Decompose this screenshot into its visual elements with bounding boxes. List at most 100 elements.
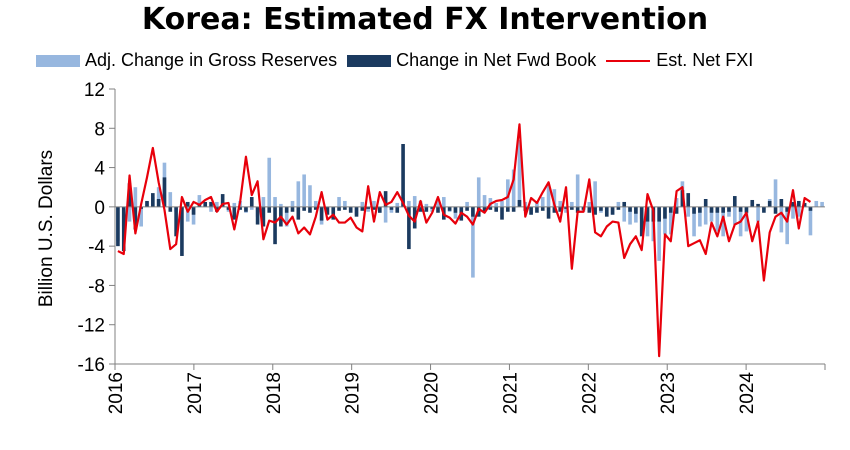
bar-gross-reserves <box>721 206 725 237</box>
bar-net-fwd-book <box>308 206 312 213</box>
bar-net-fwd-book <box>424 206 429 212</box>
bar-net-fwd-book <box>372 206 376 210</box>
bar-net-fwd-book <box>465 206 469 211</box>
bar-net-fwd-book <box>296 206 301 220</box>
x-tick-label: 2022 <box>579 372 600 414</box>
bar-net-fwd-book <box>663 206 667 219</box>
bar-gross-reserves <box>634 206 638 223</box>
bar-gross-reserves <box>139 206 143 227</box>
bar-net-fwd-book <box>703 199 708 207</box>
bar-net-fwd-book <box>302 206 306 211</box>
legend-label-net-fxi: Est. Net FXI <box>656 50 754 70</box>
bar-net-fwd-book <box>715 206 720 213</box>
bar-gross-reserves <box>663 206 667 235</box>
bar-net-fwd-book <box>808 206 813 211</box>
bar-gross-reserves <box>686 206 691 217</box>
bar-net-fwd-book <box>168 206 173 212</box>
bar-net-fwd-book <box>162 177 167 207</box>
bar-net-fwd-book <box>680 190 685 207</box>
bar-net-fwd-book <box>535 206 539 213</box>
bar-gross-reserves <box>552 189 557 207</box>
bar-net-fwd-book <box>657 206 661 222</box>
bar-gross-reserves <box>482 195 487 207</box>
bar-net-fwd-book <box>762 206 766 213</box>
bar-net-fwd-book <box>529 206 533 215</box>
bar-gross-reserves <box>709 206 714 222</box>
bar-gross-reserves <box>511 169 516 207</box>
bar-gross-reserves <box>127 206 132 222</box>
series-line-net-fxi <box>117 123 812 358</box>
bar-net-fwd-book <box>668 206 673 213</box>
bar-gross-reserves <box>692 206 696 237</box>
bar-net-fwd-book <box>354 206 359 217</box>
bar-net-fwd-book <box>785 206 789 212</box>
bar-gross-reserves <box>808 206 813 236</box>
bar-net-fwd-book <box>727 206 731 212</box>
bar-net-fwd-book <box>709 206 714 213</box>
bar-gross-reserves <box>506 179 510 207</box>
bar-net-fwd-book <box>156 199 161 207</box>
bar-gross-reserves <box>430 206 434 212</box>
bar-gross-reserves <box>471 206 475 278</box>
bar-net-fwd-book <box>366 206 370 209</box>
x-tick-label: 2023 <box>658 372 679 414</box>
bar-net-fwd-book <box>692 206 696 214</box>
bar-gross-reserves <box>564 206 568 213</box>
bar-net-fwd-book <box>383 191 388 207</box>
bar-gross-reserves <box>773 179 778 207</box>
bar-net-fwd-book <box>773 206 778 214</box>
bar-gross-reserves <box>209 206 213 212</box>
y-tick-label: 0 <box>94 198 105 219</box>
bar-gross-reserves <box>395 202 400 207</box>
bar-gross-reserves <box>779 206 784 233</box>
bar-net-fwd-book <box>511 206 516 212</box>
bar-gross-reserves <box>407 200 411 207</box>
bar-net-fwd-book <box>430 206 434 209</box>
bar-net-fwd-book <box>151 193 155 207</box>
bar-gross-reserves <box>273 197 277 207</box>
bar-net-fwd-book <box>634 206 638 214</box>
bar-gross-reserves <box>185 206 190 222</box>
bar-net-fwd-book <box>488 206 493 210</box>
bar-gross-reserves <box>372 200 376 207</box>
legend-label-net-fwd-book: Change in Net Fwd Book <box>396 50 597 70</box>
bar-net-fwd-book <box>587 206 592 213</box>
y-tick-label: -8 <box>88 276 105 297</box>
bar-net-fwd-book <box>249 197 254 207</box>
bar-net-fwd-book <box>639 206 644 237</box>
bar-net-fwd-book <box>255 206 260 225</box>
bar-gross-reserves <box>436 200 440 207</box>
y-tick-label: 12 <box>84 80 105 101</box>
bar-net-fwd-book <box>185 201 190 207</box>
bar-gross-reserves <box>797 206 801 217</box>
bar-net-fwd-book <box>447 206 452 211</box>
legend-item-net-fxi: Est. Net FXI <box>606 50 753 71</box>
bar-gross-reserves <box>570 201 574 207</box>
x-tick-label: 2020 <box>422 372 443 414</box>
bar-net-fwd-book <box>494 206 498 212</box>
bar-gross-reserves <box>674 198 679 207</box>
bar-net-fwd-book <box>721 206 725 213</box>
bar-net-fwd-book <box>116 206 120 247</box>
bar-gross-reserves <box>587 201 592 207</box>
bar-net-fwd-book <box>645 206 650 222</box>
bar-gross-reserves <box>279 203 283 207</box>
y-tick-label: -12 <box>78 316 105 337</box>
bar-net-fwd-book <box>540 206 545 211</box>
bar-gross-reserves <box>575 174 580 207</box>
x-tick-label: 2019 <box>343 372 364 414</box>
bar-gross-reserves <box>366 206 370 212</box>
bar-net-fwd-book <box>284 206 289 213</box>
bar-gross-reserves <box>791 206 795 219</box>
bar-net-fwd-book <box>191 206 196 215</box>
legend-item-gross-reserves: Adj. Change in Gross Reserves <box>36 50 337 71</box>
bar-gross-reserves <box>156 187 161 207</box>
bar-gross-reserves <box>337 197 341 207</box>
bar-gross-reserves <box>698 206 702 227</box>
bar-net-fwd-book <box>453 206 458 213</box>
bar-net-fwd-book <box>127 183 132 207</box>
legend: Adj. Change in Gross Reserves Change in … <box>36 50 763 71</box>
y-tick-label: 4 <box>94 159 105 180</box>
bar-gross-reserves <box>616 201 621 207</box>
bar-gross-reserves <box>744 206 749 232</box>
